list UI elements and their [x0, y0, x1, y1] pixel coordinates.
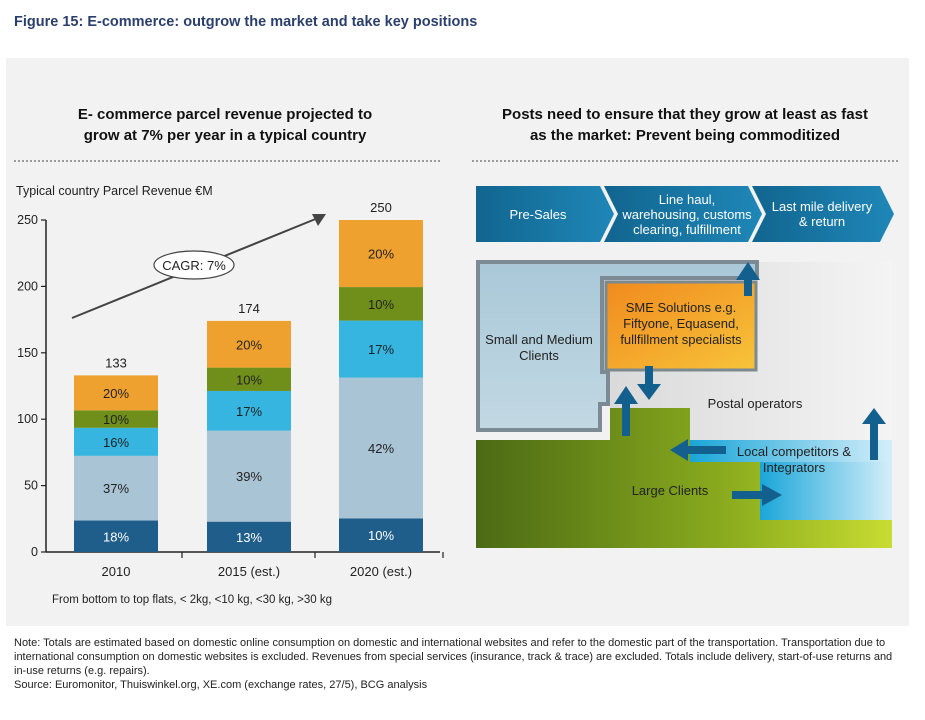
segment-label: 39%	[236, 469, 262, 484]
local-competitors-band	[690, 440, 892, 462]
segment-label: 16%	[103, 435, 129, 450]
local-line1: Local competitors &	[736, 444, 852, 459]
lastmile-line1: Last mile delivery	[771, 199, 873, 214]
y-tick-label: 100	[17, 412, 38, 426]
bar-segment	[207, 521, 291, 552]
y-axis-label: Typical country Parcel Revenue €M	[16, 184, 213, 198]
linehaul-line3: clearing, fulfillment	[633, 221, 741, 237]
large-clients-label: Large Clients	[631, 483, 709, 498]
bar-segment	[74, 375, 158, 411]
chain-step-presales	[476, 186, 614, 242]
local-line2: Integrators	[762, 460, 826, 475]
cagr-arrowhead	[312, 214, 326, 226]
bar-segment	[339, 320, 423, 378]
segment-label: 42%	[368, 441, 394, 456]
bar-segment	[74, 427, 158, 456]
bar-segment	[74, 520, 158, 552]
y-tick-label: 250	[17, 213, 38, 227]
bar-segment	[74, 455, 158, 521]
arrow-up-left	[614, 386, 638, 436]
chain-step-lastmile	[752, 186, 894, 242]
bar-segment	[339, 377, 423, 519]
sme-solutions-block	[604, 280, 758, 372]
local-competitors-label: Local competitors & Integrators	[724, 444, 864, 476]
y-tick-label: 50	[24, 479, 38, 493]
sme-line2: Clients	[519, 348, 559, 363]
linehaul-line1: Line haul,	[658, 191, 716, 207]
x-category-label: 2015 (est.)	[218, 564, 280, 579]
value-chain-diagram	[476, 186, 894, 548]
x-category-label: 2020 (est.)	[350, 564, 412, 579]
right-divider	[472, 160, 898, 162]
bar-segment	[207, 320, 291, 368]
bar-total-label: 174	[238, 301, 260, 316]
chain-label-presales: Pre-Sales	[476, 186, 600, 242]
left-panel-title: E- commerce parcel revenue projected to …	[40, 104, 410, 146]
right-title-line1: Posts need to ensure that they grow at l…	[502, 106, 868, 123]
sme-clients-label: Small and Medium Clients	[480, 332, 598, 364]
chart-footnote: From bottom to top flats, < 2kg, <10 kg,…	[52, 594, 332, 606]
bar-segment	[207, 390, 291, 431]
y-tick-label: 150	[17, 346, 38, 360]
segment-label: 17%	[368, 342, 394, 357]
cagr-bubble	[153, 250, 235, 280]
segment-label: 10%	[368, 528, 394, 543]
right-panel-title: Posts need to ensure that they grow at l…	[470, 104, 900, 146]
solutions-line3: fullfillment specialists	[620, 332, 742, 347]
chain-step-linehaul	[604, 186, 762, 242]
arrow-up-far-right	[862, 408, 886, 460]
bar-segment	[339, 518, 423, 552]
y-tick-label: 200	[17, 279, 38, 293]
lastmile-line2: & return	[798, 214, 846, 229]
sme-clients-block	[476, 260, 759, 432]
postal-operators-label: Postal operators	[707, 396, 803, 411]
bar-segment	[74, 410, 158, 428]
x-category-label: 2010	[102, 564, 131, 579]
linehaul-line2: warehousing, customs	[622, 206, 752, 222]
segment-label: 20%	[368, 247, 394, 262]
presales-line1: Pre-Sales	[509, 206, 567, 222]
arrow-left	[670, 439, 726, 461]
note-block: Note: Totals are estimated based on dome…	[14, 636, 904, 692]
chain-label-lastmile: Last mile delivery & return	[760, 186, 884, 242]
segment-label: 18%	[103, 529, 129, 544]
arrow-down-center	[637, 366, 661, 400]
bar-segment	[207, 367, 291, 391]
y-tick-label: 0	[31, 545, 38, 559]
left-title-line2: grow at 7% per year in a typical country	[83, 127, 367, 144]
segment-label: 37%	[103, 481, 129, 496]
segment-label: 13%	[236, 530, 262, 545]
segment-label: 20%	[236, 337, 262, 352]
solutions-line1: SME Solutions e.g.	[625, 300, 737, 315]
chain-label-linehaul: Line haul, warehousing, customs clearing…	[614, 186, 760, 242]
left-divider	[14, 160, 440, 162]
left-title-line1: E- commerce parcel revenue projected to	[77, 106, 373, 123]
segment-label: 10%	[103, 412, 129, 427]
arrow-right	[732, 484, 782, 506]
solutions-line2: Fiftyone, Equasend,	[623, 316, 739, 331]
note-text: Note: Totals are estimated based on dome…	[14, 637, 893, 677]
bar-total-label: 133	[105, 355, 127, 370]
right-title-line2: as the market: Prevent being commoditize…	[529, 127, 841, 144]
bar-total-label: 250	[370, 200, 392, 215]
segment-label: 17%	[236, 404, 262, 419]
sme-solutions-label: SME Solutions e.g. Fiftyone, Equasend, f…	[606, 300, 756, 348]
bar-segment	[339, 220, 423, 288]
bar-chart: 0 50 100 150 200 250 18% 37% 16% 10% 20% 133 2010 13%…	[17, 200, 444, 579]
bar-segment	[339, 287, 423, 321]
cagr-label: CAGR: 7%	[162, 258, 226, 273]
sme-line1: Small and Medium	[485, 332, 593, 347]
arrow-up-right	[736, 262, 760, 296]
flow-arrows	[614, 262, 886, 506]
note-source: Source: Euromonitor, Thuiswinkel.org, XE…	[14, 679, 428, 691]
figure-title: Figure 15: E-commerce: outgrow the marke…	[14, 14, 478, 30]
bar-segment	[207, 430, 291, 522]
segment-label: 10%	[368, 297, 394, 312]
segment-label: 20%	[103, 386, 129, 401]
segment-label: 10%	[236, 372, 262, 387]
